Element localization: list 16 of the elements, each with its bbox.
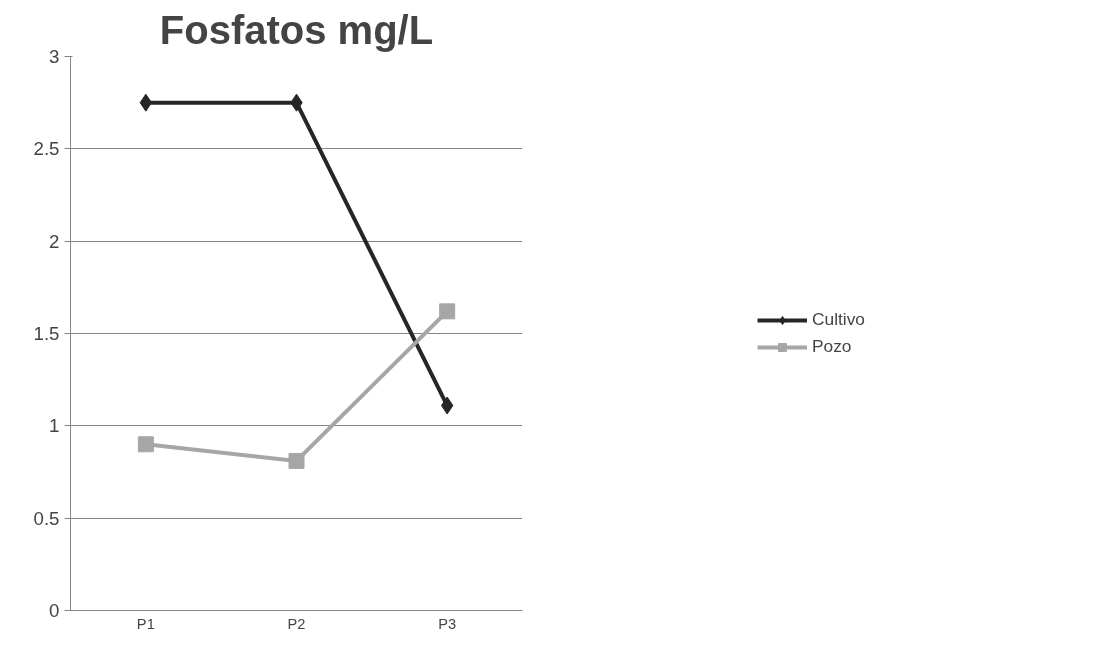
y-tick-label: 2.5	[33, 138, 60, 160]
y-tick-label: 3	[49, 46, 60, 67]
x-tick-label: P3	[438, 615, 457, 632]
y-tick-label: 1	[49, 415, 60, 437]
point	[137, 436, 154, 453]
x-tick-label: P2	[287, 615, 306, 632]
x-tick-label: P1	[136, 615, 155, 632]
y-tick-label: 0	[49, 600, 60, 621]
legend-label: Pozo	[812, 336, 852, 357]
chart-title: Fosfatos mg/L	[159, 7, 434, 52]
point	[439, 303, 456, 320]
point	[288, 452, 305, 469]
legend-label: Cultivo	[812, 309, 865, 330]
y-tick-label: 2	[49, 230, 60, 252]
y-tick-label: 0.5	[33, 507, 60, 529]
y-tick-label: 1.5	[33, 323, 60, 344]
